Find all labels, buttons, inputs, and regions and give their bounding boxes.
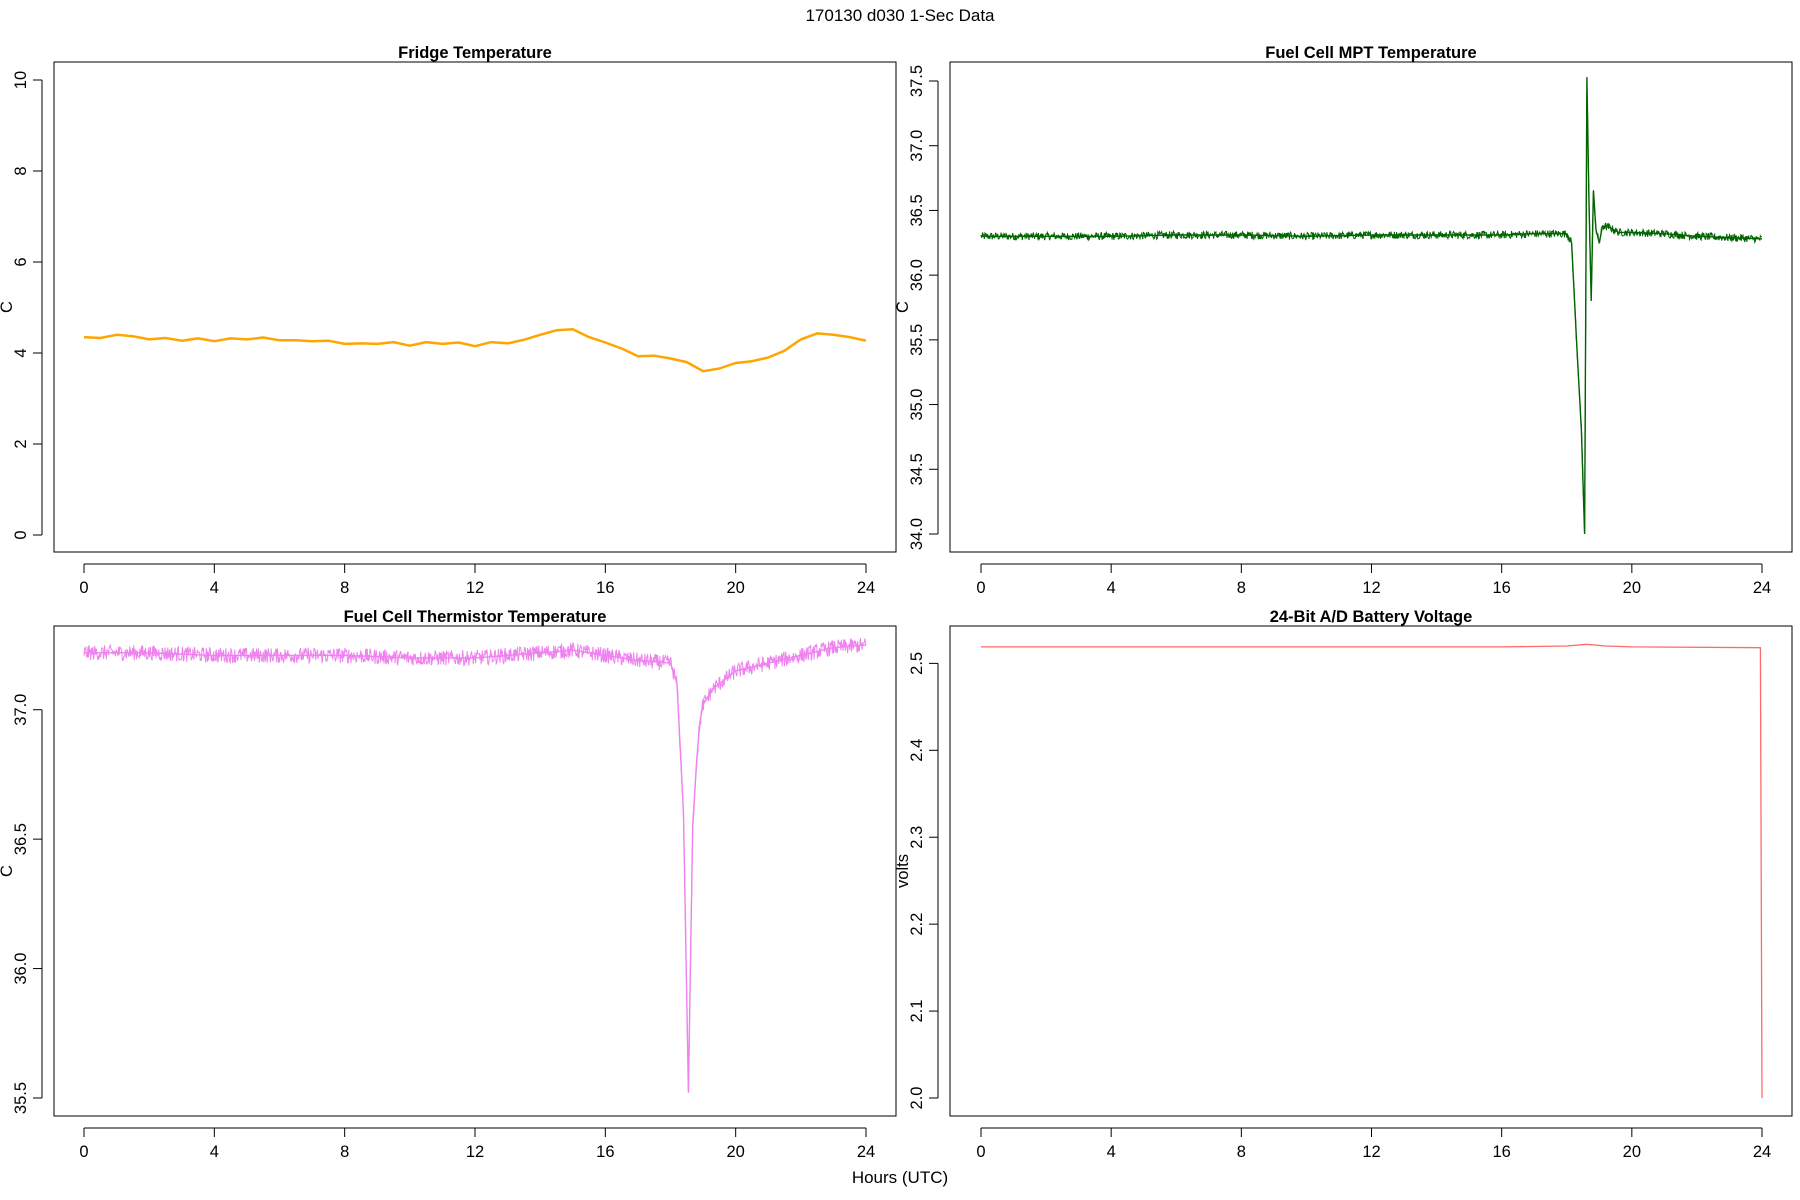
y-tick-label: 37.5 [908, 65, 926, 97]
panel-title: Fuel Cell MPT Temperature [1265, 44, 1477, 62]
y-axis-label: C [0, 301, 16, 313]
x-tick-label: 4 [210, 579, 219, 597]
panel-title: Fridge Temperature [398, 44, 552, 62]
y-tick-label: 36.5 [12, 823, 30, 855]
x-tick-label: 4 [1107, 1143, 1116, 1161]
y-tick-label: 35.0 [908, 389, 926, 421]
y-tick-label: 37.0 [908, 130, 926, 162]
panel-title: Fuel Cell Thermistor Temperature [344, 608, 607, 626]
y-tick-label: 2.1 [908, 1000, 926, 1023]
x-tick-label: 8 [340, 579, 349, 597]
x-tick-label: 12 [466, 579, 484, 597]
x-tick-label: 0 [79, 1143, 88, 1161]
y-axis-label: C [0, 865, 16, 877]
x-tick-label: 24 [857, 579, 875, 597]
x-tick-label: 12 [466, 1143, 484, 1161]
x-tick-label: 8 [1237, 1143, 1246, 1161]
y-tick-label: 6 [12, 257, 30, 266]
series-line-spine [84, 644, 867, 1093]
x-tick-label: 20 [1623, 1143, 1641, 1161]
chart-panel-1: Fridge Temperature048121620240246810C [0, 44, 897, 597]
y-tick-label: 36.0 [12, 953, 30, 985]
x-tick-label: 20 [1623, 579, 1641, 597]
y-axis-label: C [894, 301, 912, 313]
y-tick-label: 4 [12, 348, 30, 357]
y-tick-label: 34.0 [908, 518, 926, 550]
y-tick-label: 37.0 [12, 694, 30, 726]
plot-frame [53, 625, 897, 1117]
x-tick-label: 24 [1753, 579, 1771, 597]
x-tick-label: 16 [596, 579, 614, 597]
y-tick-label: 36.0 [908, 259, 926, 291]
plot-frame [949, 61, 1793, 553]
chart-panel-4: 24-Bit A/D Battery Voltage 0 4 8 12 16 20 24 2.0… [894, 608, 1793, 1161]
x-tick-label: 4 [210, 1143, 219, 1161]
x-tick-label: 16 [596, 1143, 614, 1161]
shared-x-axis-label: Hours (UTC) [851, 1168, 949, 1187]
y-tick-label: 36.5 [908, 194, 926, 226]
y-tick-label: 2.5 [908, 652, 926, 675]
y-tick-label: 8 [12, 166, 30, 175]
chart-panel-2: Fuel Cell MPT Temperature 0 4 8 12 16 20 24 34.0… [894, 44, 1793, 597]
x-tick-label: 0 [976, 579, 985, 597]
x-tick-label: 24 [1753, 1143, 1771, 1161]
y-tick-label: 2.2 [908, 913, 926, 936]
plot-frame [53, 61, 897, 553]
x-tick-label: 16 [1492, 1143, 1510, 1161]
x-tick-label: 12 [1362, 579, 1380, 597]
x-tick-label: 8 [1237, 579, 1246, 597]
series-line [83, 638, 867, 1090]
y-tick-label: 2.4 [908, 739, 926, 762]
x-tick-label: 16 [1492, 579, 1510, 597]
series-line [980, 93, 1762, 534]
y-tick-label: 2.0 [908, 1087, 926, 1110]
series-line [981, 643, 1763, 1099]
y-tick-label: 35.5 [908, 324, 926, 356]
y-tick-label: 0 [12, 530, 30, 539]
x-tick-label: 20 [726, 579, 744, 597]
x-tick-label: 20 [726, 1143, 744, 1161]
series-line-spine [981, 77, 1763, 535]
y-axis-label: volts [894, 854, 912, 888]
y-tick-label: 10 [12, 71, 30, 89]
x-tick-label: 0 [79, 579, 88, 597]
panel-title: 24-Bit A/D Battery Voltage [1270, 608, 1473, 626]
x-tick-label: 4 [1107, 579, 1116, 597]
x-tick-label: 12 [1362, 1143, 1380, 1161]
x-tick-label: 24 [857, 1143, 875, 1161]
series-line [83, 328, 867, 373]
plot-frame [949, 625, 1793, 1117]
chart-panel-3: Fuel Cell Thermistor Temperature 0 4 8 12 16 2… [0, 608, 897, 1161]
y-tick-label: 34.5 [908, 453, 926, 485]
y-tick-label: 2 [12, 439, 30, 448]
x-tick-label: 0 [976, 1143, 985, 1161]
y-tick-label: 2.3 [908, 826, 926, 849]
y-tick-label: 35.5 [12, 1082, 30, 1114]
figure-title: 170130 d030 1-Sec Data [805, 6, 995, 25]
x-tick-label: 8 [340, 1143, 349, 1161]
